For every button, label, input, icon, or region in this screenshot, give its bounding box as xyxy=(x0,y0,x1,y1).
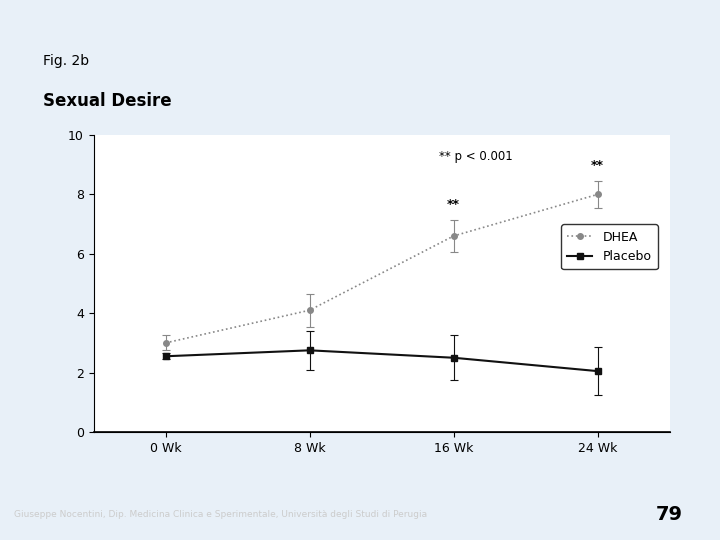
Legend: DHEA, Placebo: DHEA, Placebo xyxy=(561,225,657,269)
Text: Fig. 2b: Fig. 2b xyxy=(43,54,89,68)
Text: **: ** xyxy=(591,159,604,172)
Text: Sexual Desire: Sexual Desire xyxy=(43,92,172,110)
Text: Giuseppe Nocentini, Dip. Medicina Clinica e Sperimentale, Università degli Studi: Giuseppe Nocentini, Dip. Medicina Clinic… xyxy=(14,510,428,519)
Text: **: ** xyxy=(447,198,460,211)
Text: 79: 79 xyxy=(656,505,683,524)
Text: ** p < 0.001: ** p < 0.001 xyxy=(439,150,513,163)
